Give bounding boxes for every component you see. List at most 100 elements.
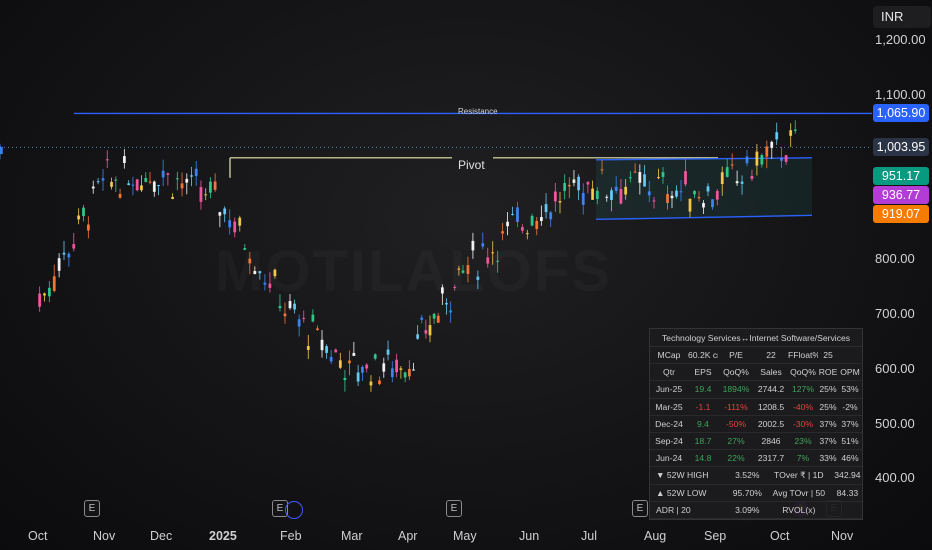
candle-body [780,157,783,161]
candle-body [481,243,485,247]
currency-selector[interactable]: INR [873,6,931,28]
candle-body [416,334,420,339]
candle-body [283,313,287,317]
price-axis-label: 600.00 [875,360,915,376]
candle-body [0,146,3,155]
table-cell: 33% [819,453,837,464]
candle-body [175,178,179,180]
price-tag: 919.07 [873,205,929,224]
candle-body [775,132,779,140]
candle-body [661,172,665,177]
month-label: Sep [704,529,727,543]
table-cell: -111% [724,401,748,412]
candle-body [325,346,328,353]
candle-body [720,172,724,185]
candle-body [365,364,369,369]
candle-body [248,258,252,264]
candle-body [407,368,411,377]
table-cell: 3.09% [735,504,760,515]
table-cell: 22% [727,453,745,464]
candle-body [348,360,351,364]
table-cell: 7% [796,453,810,464]
table-cell: Jun-25 [655,384,683,395]
candle-body [334,349,338,353]
table-cell: Dec-24 [655,418,683,429]
candle-body [445,302,448,305]
candle-body [586,182,590,185]
table-cell: -2% [842,401,858,412]
candle-body [457,268,461,270]
candle-body [633,171,637,173]
candle-body [302,317,306,319]
table-cell: 60.2K cr [688,350,718,360]
candle-body [47,287,51,297]
candle-body [278,305,282,309]
table-cell: Qtr [663,367,675,378]
candle-body [595,190,599,200]
candle-body [432,313,436,319]
candle-body [52,276,56,291]
candle-body [506,221,509,227]
candle-body [403,372,407,378]
candle-body [135,179,139,191]
earnings-icon[interactable]: E [632,500,648,517]
candle-body [311,314,315,322]
candle-body [194,168,198,177]
candle-body [436,315,440,323]
table-cell: 18.7 [694,435,712,446]
candle-body [688,198,692,212]
table-cell: 37% [841,418,859,429]
candle-body [553,191,557,202]
candle-body [144,178,148,182]
month-label: 2025 [209,529,237,543]
table-cell: QoQ% [790,367,816,378]
table-cell: ▲ 52W LOW [656,487,707,498]
earnings-icon[interactable]: E [84,500,100,517]
candle-body [558,201,562,203]
table-cell: EPS [694,367,712,378]
stats-row: ADR | 20 3.09% RVOL(x) [650,502,862,519]
table-cell: ADR | 20 [656,504,691,515]
month-label: Mar [341,529,363,543]
candle-body [238,217,242,226]
table-cell: Avg TOvr | 50 [772,487,826,498]
candle-body [581,192,585,205]
month-label: Jul [581,529,597,543]
candle-body [273,269,277,277]
table-cell: 19.4 [694,384,712,395]
price-tag: 951.17 [873,167,929,186]
candle-body [127,183,131,186]
candle-body [760,154,764,165]
candle-body [38,293,42,307]
candle-body [466,265,470,274]
candle-body [152,181,156,192]
candle-body [715,191,719,200]
candle-body [140,185,143,191]
candle-body [243,248,247,250]
table-cell: 2317.7 [757,453,785,464]
price-axis-label: 800.00 [875,251,915,267]
candle-body [605,196,609,198]
candle-body [684,171,687,185]
candle-body [67,253,71,258]
candle-body [288,301,292,309]
candle-body [96,181,100,183]
price-tag: 1,065.90 [873,104,929,123]
dividend-icon[interactable] [285,501,303,519]
table-cell: P/E [729,350,743,360]
earnings-icon[interactable]: E [446,500,462,517]
candle-body [511,213,514,215]
candle-body [525,233,529,235]
candle-body [320,339,324,351]
candle-body [666,194,669,204]
table-cell: 53% [841,384,859,395]
candle-body [233,221,237,233]
candle-body [745,156,749,164]
candle-body [378,380,381,385]
table-cell [833,502,862,518]
candle-body [693,191,696,195]
price-axis-label: 1,200.00 [875,32,926,47]
table-cell: FFloat% [788,350,818,360]
candle-body [577,176,580,191]
